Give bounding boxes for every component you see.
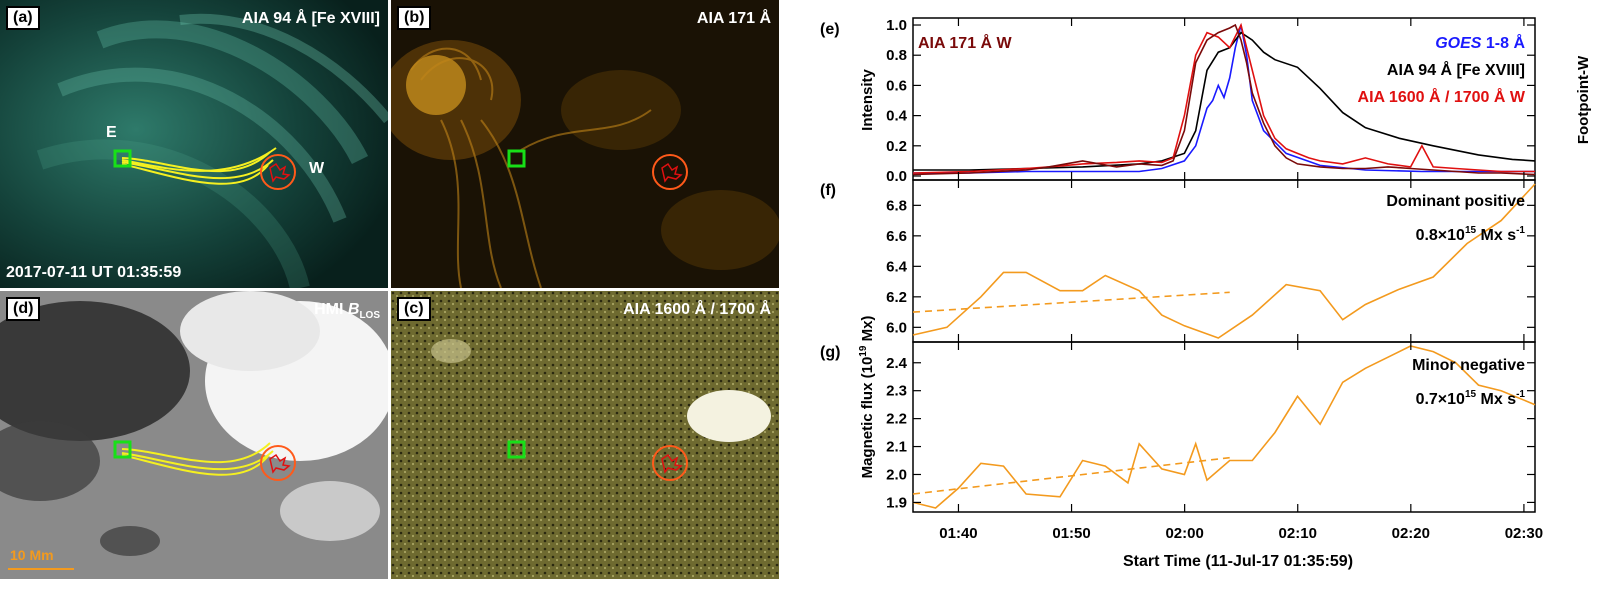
- aia94-image: [0, 0, 388, 288]
- anno-g-title: Minor negative: [1412, 357, 1525, 374]
- panel-title: AIA 94 Å [Fe XVIII]: [241, 10, 380, 27]
- anno-g-rate: 0.7×1015 Mx s-1: [1416, 389, 1526, 408]
- aia1600-image: [391, 291, 779, 579]
- panel-g-label: (g): [820, 344, 840, 361]
- ytick-e-4: 0.8: [886, 47, 907, 64]
- ytick-g-3: 2.2: [886, 411, 907, 428]
- ytick-f-1: 6.2: [886, 289, 907, 306]
- aia171-image: [391, 0, 779, 288]
- hmi-magnetogram: [0, 291, 388, 579]
- panel-c-aia1600: (c) AIA 1600 Å / 1700 Å: [391, 291, 779, 579]
- ytick-g-0: 1.9: [886, 494, 907, 511]
- series-g-1: [912, 456, 1230, 495]
- series-e-0: [913, 24, 1535, 174]
- ytick-g-5: 2.4: [886, 355, 908, 372]
- xtick-1: 01:50: [1052, 525, 1090, 542]
- ylabel-intensity: Intensity: [859, 69, 876, 131]
- ytick-f-4: 6.8: [886, 197, 907, 214]
- west-footpoint-circle: [260, 154, 296, 190]
- legend-1600: AIA 1600 Å / 1700 Å W: [1358, 87, 1526, 106]
- ytick-e-5: 1.0: [886, 17, 907, 34]
- xtick-3: 02:10: [1279, 525, 1317, 542]
- panel-e-label: (e): [820, 21, 840, 38]
- legend-94: AIA 94 Å [Fe XVIII]: [1387, 60, 1525, 79]
- xtick-2: 02:00: [1165, 525, 1203, 542]
- panel-label: (b): [397, 6, 432, 30]
- anno-f-title: Dominant positive: [1386, 193, 1525, 210]
- panel-b-aia171: (b) AIA 171 Å: [391, 0, 779, 288]
- series-e-3: [912, 23, 1536, 176]
- ytick-g-2: 2.1: [886, 439, 907, 456]
- frame-g: [912, 341, 1536, 513]
- ylabel-magnetic-flux: Magnetic flux (1019 Mx): [858, 316, 876, 479]
- panel-label: (d): [6, 297, 41, 321]
- panel-f-label: (f): [820, 182, 836, 199]
- ytick-f-2: 6.4: [886, 258, 908, 275]
- series-f-0: [912, 183, 1536, 339]
- east-footpoint-box: [113, 149, 132, 168]
- panel-title: AIA 1600 Å / 1700 Å: [623, 301, 771, 318]
- panel-title: HMI BLOS: [314, 301, 380, 322]
- xtick-5: 02:30: [1505, 525, 1543, 542]
- ytick-f-0: 6.0: [886, 319, 907, 336]
- west-label: W: [309, 160, 325, 177]
- xtick-0: 01:40: [939, 525, 977, 542]
- panel-title: AIA 171 Å: [696, 10, 771, 27]
- xtick-4: 02:20: [1392, 525, 1430, 542]
- series-f-1: [912, 291, 1230, 313]
- legend-goes: GOES 1-8 Å: [1435, 33, 1525, 52]
- timestamp: 2017-07-11 UT 01:35:59: [6, 264, 182, 281]
- ytick-f-3: 6.6: [886, 228, 907, 245]
- right-label-footpoint: Footpoint-W: [1575, 55, 1592, 144]
- panel-d-hmi: (d) HMI BLOS 10 Mm: [0, 291, 388, 579]
- anno-f-rate: 0.8×1015 Mx s-1: [1416, 225, 1526, 244]
- loop-lines: [121, 147, 277, 185]
- ytick-e-1: 0.2: [886, 138, 907, 155]
- series-e-2: [912, 22, 1535, 174]
- ytick-g-1: 2.0: [886, 466, 907, 483]
- ytick-e-2: 0.4: [886, 108, 908, 125]
- ytick-e-0: 0.0: [886, 168, 907, 185]
- ytick-g-4: 2.3: [886, 383, 907, 400]
- east-label: E: [106, 124, 117, 141]
- plot-frames: [912, 17, 1536, 513]
- series-g-0: [912, 345, 1536, 509]
- plot-series: [912, 22, 1536, 509]
- panel-label: (c): [397, 297, 431, 321]
- xlabel: Start Time (11-Jul-17 01:35:59): [1123, 553, 1353, 570]
- plot-ticks: 0.0 0.2 0.4 0.6 0.8 1.0 6.0 6.2 6.4 6.6 6.8 1.9 2.0 2…: [886, 17, 1543, 542]
- lightcurve-plots: 0.0 0.2 0.4 0.6 0.8 1.0 6.0 6.2 6.4 6.6 6.8 1.9 2.0 2…: [820, 17, 1592, 570]
- panel-a-aia94: (a) AIA 94 Å [Fe XVIII] E W 2017-07-11 U…: [0, 0, 388, 288]
- scale-label: 10 Mm: [10, 547, 54, 563]
- ytick-e-3: 0.6: [886, 77, 907, 94]
- panel-label: (a): [6, 6, 40, 30]
- legend-171: AIA 171 Å W: [918, 33, 1013, 52]
